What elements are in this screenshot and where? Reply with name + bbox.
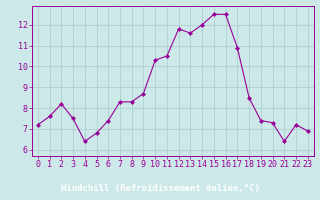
Text: Windchill (Refroidissement éolien,°C): Windchill (Refroidissement éolien,°C)	[60, 184, 260, 194]
